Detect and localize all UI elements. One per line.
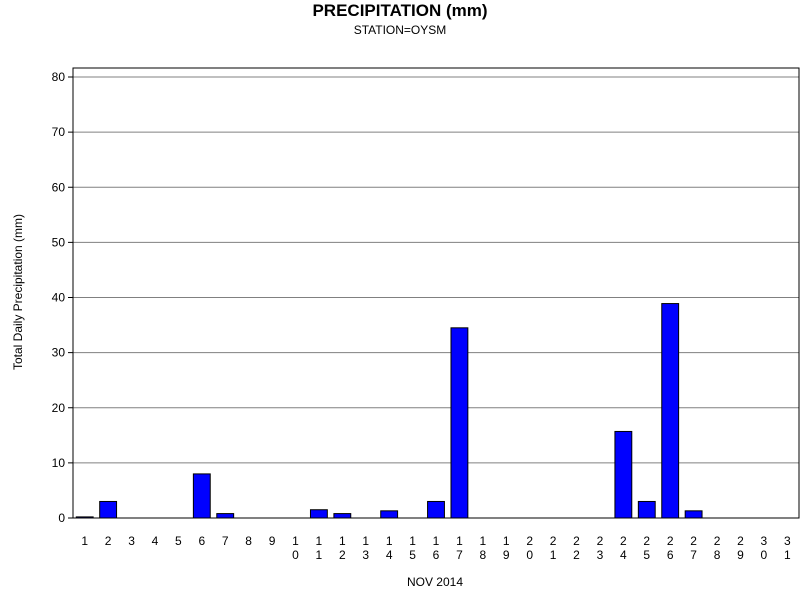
bar-day-26	[661, 303, 680, 519]
y-tick-label: 50	[52, 235, 66, 249]
bar-day-14	[380, 510, 399, 519]
x-tick-label: 5	[409, 548, 416, 562]
bar-day-16	[427, 500, 445, 519]
y-tick-label: 20	[52, 401, 66, 415]
x-tick-label: 1	[316, 534, 323, 548]
x-tick-label: 5	[643, 548, 650, 562]
x-tick-label: 0	[292, 548, 299, 562]
x-tick-label: 2	[573, 548, 580, 562]
x-tick-label: 4	[620, 548, 627, 562]
x-tick-label: 2	[597, 534, 604, 548]
x-tick-label: 8	[245, 534, 252, 548]
x-tick-label: 9	[503, 548, 510, 562]
bar-day-27	[684, 510, 703, 519]
x-tick-label: 2	[714, 534, 721, 548]
bar-day-12	[333, 513, 352, 519]
x-tick-label: 5	[175, 534, 182, 548]
x-tick-label: 6	[667, 548, 674, 562]
x-tick-label: 8	[714, 548, 721, 562]
y-tick-label: 40	[52, 291, 66, 305]
x-tick-label: 2	[737, 534, 744, 548]
plot-area-frame	[72, 67, 800, 519]
chart-title: PRECIPITATION (mm)	[312, 1, 488, 20]
x-tick-label: 1	[550, 548, 557, 562]
x-tick-label: 6	[198, 534, 205, 548]
x-axis-label: NOV 2014	[407, 575, 463, 589]
y-tick-label: 60	[52, 180, 66, 194]
grid-lines	[73, 76, 799, 464]
y-tick-label: 10	[52, 456, 66, 470]
x-tick-label: 7	[456, 548, 463, 562]
y-tick-label: 0	[58, 511, 65, 525]
x-tick-label: 1	[503, 534, 510, 548]
y-axis-ticks: 0 10 20 30 40 50 60 70 80	[52, 70, 73, 525]
x-tick-label: 3	[128, 534, 135, 548]
y-tick-label: 30	[52, 346, 66, 360]
x-tick-label: 2	[339, 548, 346, 562]
x-tick-label: 1	[456, 534, 463, 548]
x-tick-label: 2	[643, 534, 650, 548]
x-tick-label: 2	[550, 534, 557, 548]
x-tick-label: 1	[386, 534, 393, 548]
bar-day-6	[192, 473, 211, 519]
x-tick-label: 2	[620, 534, 627, 548]
x-tick-label: 1	[362, 534, 369, 548]
x-tick-label: 8	[479, 548, 486, 562]
y-tick-label: 70	[52, 125, 66, 139]
x-tick-label: 1	[316, 548, 323, 562]
x-tick-label: 6	[433, 548, 440, 562]
x-tick-label: 2	[667, 534, 674, 548]
x-tick-label: 3	[761, 534, 768, 548]
x-tick-label: 3	[362, 548, 369, 562]
x-tick-label: 4	[386, 548, 393, 562]
chart-subtitle: STATION=OYSM	[353, 23, 447, 37]
x-tick-label: 9	[737, 548, 744, 562]
x-tick-label: 3	[784, 534, 791, 548]
x-tick-label: 1	[784, 548, 791, 562]
x-axis-ticks: 1 2 3 4 5 6 7 8 9 1011121314151617181920212223242…	[81, 534, 791, 562]
x-tick-label: 1	[409, 534, 416, 548]
x-tick-label: 2	[690, 534, 697, 548]
x-tick-label: 2	[105, 534, 112, 548]
x-tick-label: 1	[81, 534, 88, 548]
bars	[75, 303, 703, 519]
x-tick-label: 1	[479, 534, 486, 548]
bar-day-25	[637, 500, 656, 519]
bar-day-2	[99, 500, 118, 519]
bar-day-7	[216, 513, 235, 519]
x-tick-label: 9	[269, 534, 276, 548]
bar-day-11	[309, 509, 328, 519]
x-tick-label: 7	[690, 548, 697, 562]
y-axis-label: Total Daily Precipitation (mm)	[11, 214, 25, 370]
y-tick-label: 80	[52, 70, 66, 84]
x-tick-label: 2	[526, 534, 533, 548]
x-tick-label: 7	[222, 534, 229, 548]
x-tick-label: 2	[573, 534, 580, 548]
bar-day-24	[614, 430, 633, 519]
x-tick-label: 1	[433, 534, 440, 548]
bar-day-17	[450, 327, 469, 519]
x-tick-label: 4	[152, 534, 159, 548]
x-tick-label: 1	[292, 534, 299, 548]
x-tick-label: 0	[526, 548, 533, 562]
x-tick-label: 0	[761, 548, 768, 562]
x-tick-label: 1	[339, 534, 346, 548]
x-tick-label: 3	[597, 548, 604, 562]
